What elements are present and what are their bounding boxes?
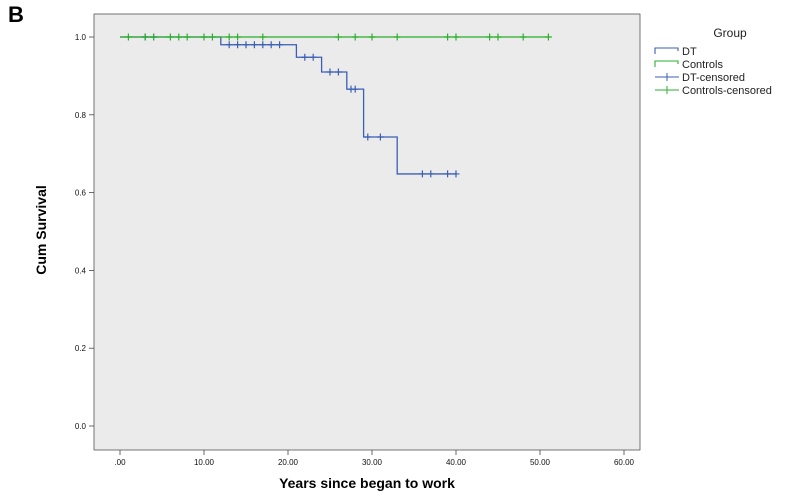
- y-tick-label: 0.8: [75, 111, 87, 120]
- censor-marker: [544, 33, 552, 41]
- legend-item-dt-censored-label: DT-censored: [682, 72, 745, 84]
- censor-marker: [444, 170, 452, 178]
- censor-marker: [183, 33, 191, 41]
- y-tick-label: 0.6: [75, 189, 87, 198]
- censor-marker: [301, 53, 309, 61]
- censor-marker: [326, 68, 334, 76]
- legend: Group DTControlsDT-censoredControls-cens…: [654, 26, 772, 97]
- censor-marker: [368, 33, 376, 41]
- series-line-dt: [120, 36, 456, 175]
- censor-marker: [452, 33, 460, 41]
- x-tick-label: .00: [114, 458, 126, 467]
- x-tick-label: 60.00: [614, 458, 635, 467]
- censor-marker: [175, 33, 183, 41]
- censor-marker: [150, 33, 158, 41]
- censor-marker: [200, 33, 208, 41]
- censor-marker: [334, 33, 342, 41]
- censor-marker: [208, 33, 216, 41]
- censor-marker: [351, 33, 359, 41]
- censor-marker: [225, 41, 233, 49]
- legend-item-dt-label: DT: [682, 46, 697, 58]
- censor-marker: [242, 41, 250, 49]
- y-tick-label: 0.4: [75, 266, 87, 275]
- censor-marker: [234, 41, 242, 49]
- censor-marker: [444, 33, 452, 41]
- censor-marker: [124, 33, 132, 41]
- y-tick-label: 0.2: [75, 344, 87, 353]
- censor-marker: [250, 41, 258, 49]
- censor-marker: [486, 33, 494, 41]
- censor-marker: [376, 133, 384, 141]
- legend-item-controls-censored-label: Controls-censored: [682, 85, 772, 97]
- y-tick-label: 0.0: [75, 422, 87, 431]
- x-tick-label: 40.00: [446, 458, 467, 467]
- legend-item-controls-swatch: [654, 60, 679, 67]
- axes: .00 10.00 20.00 30.00 40.00 50.00 60.00 0.0 0.2 0…: [75, 33, 635, 467]
- x-tick-label: 50.00: [530, 458, 551, 467]
- censor-marker: [166, 33, 174, 41]
- plot-area: [93, 13, 641, 451]
- y-axis-title: Cum Survival: [33, 185, 49, 274]
- censor-marker: [259, 41, 267, 49]
- censor-marker: [519, 33, 527, 41]
- censor-marker: [427, 170, 435, 178]
- censor-marker: [418, 170, 426, 178]
- legend-item-dt-swatch: [654, 47, 679, 54]
- censor-marker: [393, 33, 401, 41]
- censor-markers: [124, 33, 552, 178]
- censor-marker: [494, 33, 502, 41]
- censor-marker: [259, 33, 267, 41]
- censor-marker: [234, 33, 242, 41]
- legend-title: Group: [713, 26, 747, 40]
- censor-marker: [267, 41, 275, 49]
- series-layer: [120, 36, 549, 175]
- x-axis-title: Years since began to work: [279, 475, 455, 491]
- censor-marker: [351, 85, 359, 93]
- censor-marker: [225, 33, 233, 41]
- censor-marker: [452, 170, 460, 178]
- censor-marker: [141, 33, 149, 41]
- y-tick-label: 1.0: [75, 33, 87, 42]
- censor-marker: [309, 53, 317, 61]
- censor-marker: [334, 68, 342, 76]
- x-tick-label: 20.00: [278, 458, 299, 467]
- censor-marker: [276, 41, 284, 49]
- x-tick-label: 30.00: [362, 458, 383, 467]
- censor-marker: [364, 133, 372, 141]
- panel-letter: B: [8, 2, 24, 27]
- x-tick-label: 10.00: [194, 458, 215, 467]
- legend-item-controls-label: Controls: [682, 59, 723, 71]
